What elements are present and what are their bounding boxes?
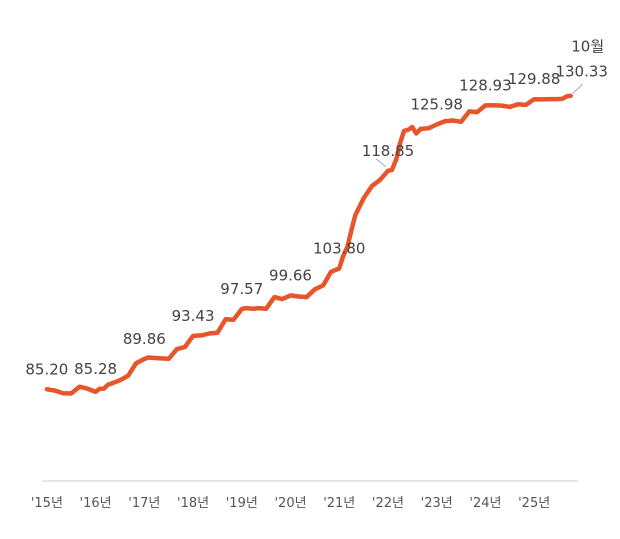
data-label: 128.93	[459, 76, 512, 94]
x-tick-label: '16년	[80, 496, 112, 511]
x-tick-label: '15년	[31, 496, 63, 511]
x-tick-label: '18년	[177, 496, 209, 511]
data-label: 93.43	[172, 307, 215, 325]
label-leader-line	[375, 158, 387, 168]
x-tick-label: '19년	[226, 496, 258, 511]
data-label: 125.98	[410, 96, 463, 114]
label-leader-line	[572, 83, 584, 94]
data-label: 85.28	[74, 360, 117, 378]
data-label: 118.85	[362, 142, 415, 160]
x-tick-label: '22년	[372, 496, 404, 511]
data-label: 103.80	[313, 240, 366, 258]
data-label: 89.86	[123, 330, 166, 348]
x-axis-ticks: '15년 '16년 '17년 '18년 '19년 '20년 '21년 '22년 '23년 '24년…	[31, 496, 550, 511]
data-label: 130.33	[555, 62, 608, 80]
data-label: 97.57	[220, 280, 263, 298]
month-note-label: 10월	[571, 37, 604, 55]
x-tick-label: '17년	[128, 496, 160, 511]
x-tick-label: '20년	[274, 496, 306, 511]
x-tick-label: '23년	[421, 496, 453, 511]
x-tick-label: '21년	[323, 496, 355, 511]
data-label: 129.88	[508, 70, 561, 88]
data-label: 85.20	[25, 360, 68, 378]
x-tick-label: '24년	[469, 496, 501, 511]
data-label: 99.66	[269, 266, 312, 284]
series-line	[44, 93, 573, 396]
x-tick-label: '25년	[518, 496, 550, 511]
